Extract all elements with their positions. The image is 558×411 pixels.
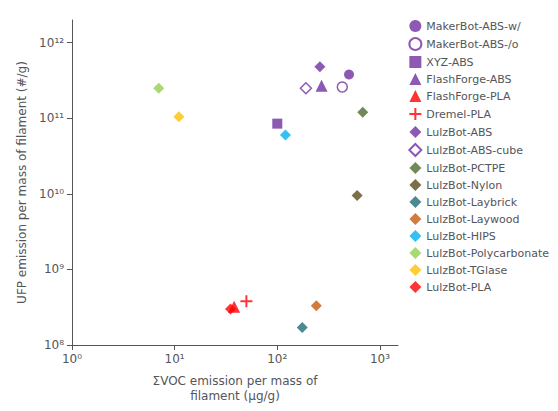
svg-text:MakerBot-ABS-w/: MakerBot-ABS-w/	[426, 20, 521, 33]
svg-text:XYZ-ABS: XYZ-ABS	[426, 56, 473, 69]
svg-text:10¹: 10¹	[165, 352, 185, 366]
svg-text:10⁹: 10⁹	[44, 262, 64, 276]
svg-text:LulzBot-ABS: LulzBot-ABS	[426, 126, 492, 139]
svg-text:filament (μg/g): filament (μg/g)	[190, 389, 280, 403]
svg-text:LulzBot-Nylon: LulzBot-Nylon	[426, 179, 502, 192]
svg-text:FlashForge-ABS: FlashForge-ABS	[426, 73, 511, 86]
svg-text:LulzBot-Laywood: LulzBot-Laywood	[426, 213, 519, 226]
svg-text:LulzBot-PLA: LulzBot-PLA	[426, 281, 491, 294]
svg-text:Dremel-PLA: Dremel-PLA	[426, 108, 491, 121]
svg-text:UFP emission per mass of filam: UFP emission per mass of filament (#/g)	[15, 61, 29, 304]
svg-text:LulzBot-Laybrick: LulzBot-Laybrick	[426, 196, 517, 209]
svg-text:10¹¹: 10¹¹	[39, 111, 64, 125]
svg-text:LulzBot-HIPS: LulzBot-HIPS	[426, 230, 495, 243]
svg-text:LulzBot-PCTPE: LulzBot-PCTPE	[426, 162, 505, 175]
svg-text:10¹⁰: 10¹⁰	[39, 187, 64, 201]
svg-text:ΣVOC emission per mass of: ΣVOC emission per mass of	[153, 374, 319, 388]
svg-text:LulzBot-TGlase: LulzBot-TGlase	[426, 264, 507, 277]
svg-text:LulzBot-ABS-cube: LulzBot-ABS-cube	[426, 144, 523, 157]
svg-text:10¹²: 10¹²	[39, 36, 64, 50]
svg-text:10²: 10²	[267, 352, 287, 366]
svg-text:MakerBot-ABS-/o: MakerBot-ABS-/o	[426, 38, 518, 51]
svg-text:LulzBot-Polycarbonate: LulzBot-Polycarbonate	[426, 247, 549, 260]
svg-text:10⁰: 10⁰	[62, 352, 82, 366]
svg-text:10⁸: 10⁸	[44, 338, 64, 352]
svg-text:10³: 10³	[370, 352, 390, 366]
svg-text:FlashForge-PLA: FlashForge-PLA	[426, 90, 511, 103]
